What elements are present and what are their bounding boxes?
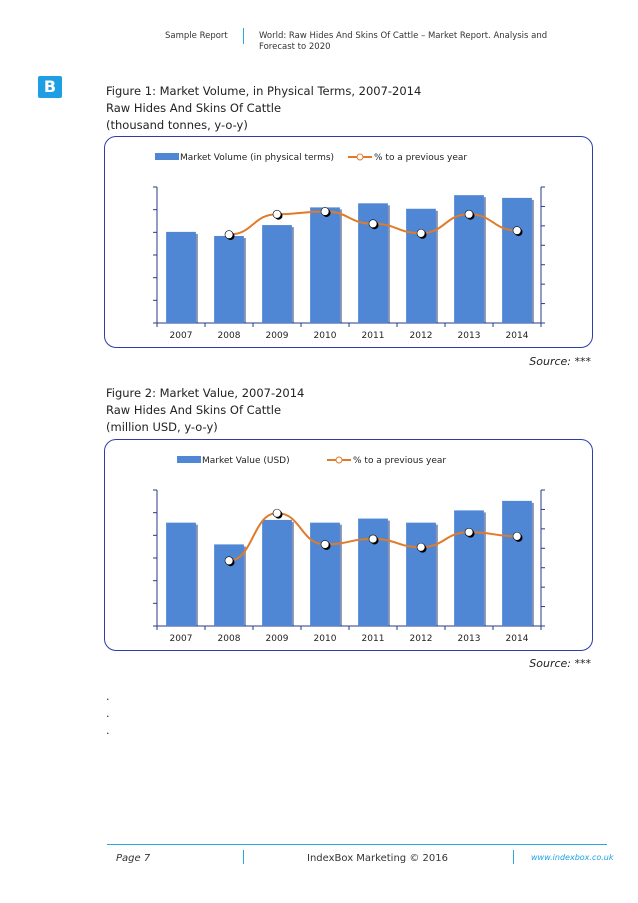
x-tick-label-2013: 2013: [458, 634, 481, 644]
x-tick-label-2010: 2010: [314, 331, 337, 341]
bar-2009: [262, 225, 292, 323]
bar-2007: [166, 522, 196, 626]
growth-point-2008: [224, 230, 234, 239]
bar-2010: [310, 207, 340, 323]
x-tick-label-2013: 2013: [458, 331, 481, 341]
figure-1-title: Figure 1: Market Volume, in Physical Ter…: [106, 83, 421, 134]
legend-line-marker: [356, 153, 364, 161]
bar-2008: [214, 235, 244, 323]
figure-2-title-line-1: Figure 2: Market Value, 2007-2014: [106, 386, 305, 400]
growth-point-2013: [464, 527, 474, 537]
growth-point-2012: [416, 542, 426, 552]
growth-point-2012: [416, 228, 426, 238]
x-tick-label-2009: 2009: [266, 331, 289, 341]
header-divider: [243, 28, 244, 44]
continuation-dots: . . .: [106, 688, 110, 739]
footer-page-number: Page 7: [116, 853, 151, 864]
figure-2-title-line-3: (million USD, y-o-y): [106, 420, 218, 434]
growth-point-2011: [368, 534, 378, 544]
x-tick-label-2011: 2011: [362, 331, 385, 341]
figure-2-source: Source: ***: [529, 657, 591, 670]
x-tick-label-2009: 2009: [266, 634, 289, 644]
figure-1-chart-svg: Market Volume (in physical terms) % to a …: [153, 153, 545, 341]
legend-bar-label: Market Volume (in physical terms): [180, 153, 334, 163]
figure-2-chart-svg: Market Value (USD) % to a previous year 20…: [153, 456, 545, 644]
x-tick-label-2012: 2012: [410, 634, 433, 644]
x-tick-label-2007: 2007: [170, 634, 193, 644]
bar-2009: [262, 519, 292, 626]
figure-2-title-line-2: Raw Hides And Skins Of Cattle: [106, 403, 282, 417]
logo-letter: B: [43, 77, 57, 96]
footer-copyright: IndexBox Marketing © 2016: [307, 853, 448, 864]
growth-point-2013: [464, 209, 474, 219]
header-left-label: Sample Report: [165, 31, 228, 41]
bar-2007: [166, 231, 196, 323]
bar-2012: [406, 208, 436, 323]
footer-divider-2: [513, 850, 514, 864]
bar-2012: [406, 522, 436, 626]
dot-2: .: [106, 707, 110, 720]
x-tick-label-2010: 2010: [314, 634, 337, 644]
bar-2010: [310, 522, 340, 626]
figure-2-chart: Market Value (USD) % to a previous year 20…: [104, 439, 593, 651]
growth-point-2010: [320, 207, 330, 216]
bar-2014: [502, 500, 532, 626]
footer-divider-1: [243, 850, 244, 864]
x-tick-label-2012: 2012: [410, 331, 433, 341]
figure-1-title-line-1: Figure 1: Market Volume, in Physical Ter…: [106, 84, 422, 98]
legend-bar-swatch: [155, 153, 179, 160]
growth-point-2014: [512, 226, 522, 235]
growth-point-2009: [272, 508, 282, 518]
figure-1-source: Source: ***: [529, 355, 591, 368]
figure-2-title: Figure 2: Market Value, 2007-2014 Raw Hi…: [106, 385, 304, 436]
legend-line-marker: [335, 456, 343, 464]
growth-point-2010: [320, 540, 330, 549]
x-tick-label-2007: 2007: [170, 331, 193, 341]
growth-point-2009: [272, 209, 282, 219]
dot-1: .: [106, 690, 110, 703]
footer-rule: [107, 844, 607, 845]
legend-line-label: % to a previous year: [353, 456, 446, 466]
header-title: World: Raw Hides And Skins Of Cattle – M…: [259, 31, 548, 52]
legend-line-label: % to a previous year: [374, 153, 467, 163]
legend-bar-label: Market Value (USD): [202, 456, 290, 466]
growth-point-2011: [368, 219, 378, 229]
bar-2013: [454, 510, 484, 626]
growth-point-2014: [512, 531, 522, 541]
x-tick-label-2008: 2008: [218, 331, 241, 341]
figure-1-title-line-3: (thousand tonnes, y-o-y): [106, 118, 248, 132]
legend-bar-swatch: [177, 456, 201, 463]
x-tick-label-2014: 2014: [506, 634, 529, 644]
footer-website-link[interactable]: www.indexbox.co.uk: [531, 853, 614, 862]
growth-point-2008: [224, 556, 234, 566]
x-tick-label-2008: 2008: [218, 634, 241, 644]
x-tick-label-2014: 2014: [506, 331, 529, 341]
x-tick-label-2011: 2011: [362, 634, 385, 644]
dot-3: .: [106, 724, 110, 737]
figure-1-title-line-2: Raw Hides And Skins Of Cattle: [106, 101, 282, 115]
brand-logo-icon: B: [38, 76, 62, 98]
figure-1-chart: Market Volume (in physical terms) % to a …: [104, 136, 593, 348]
bar-2014: [502, 197, 532, 323]
